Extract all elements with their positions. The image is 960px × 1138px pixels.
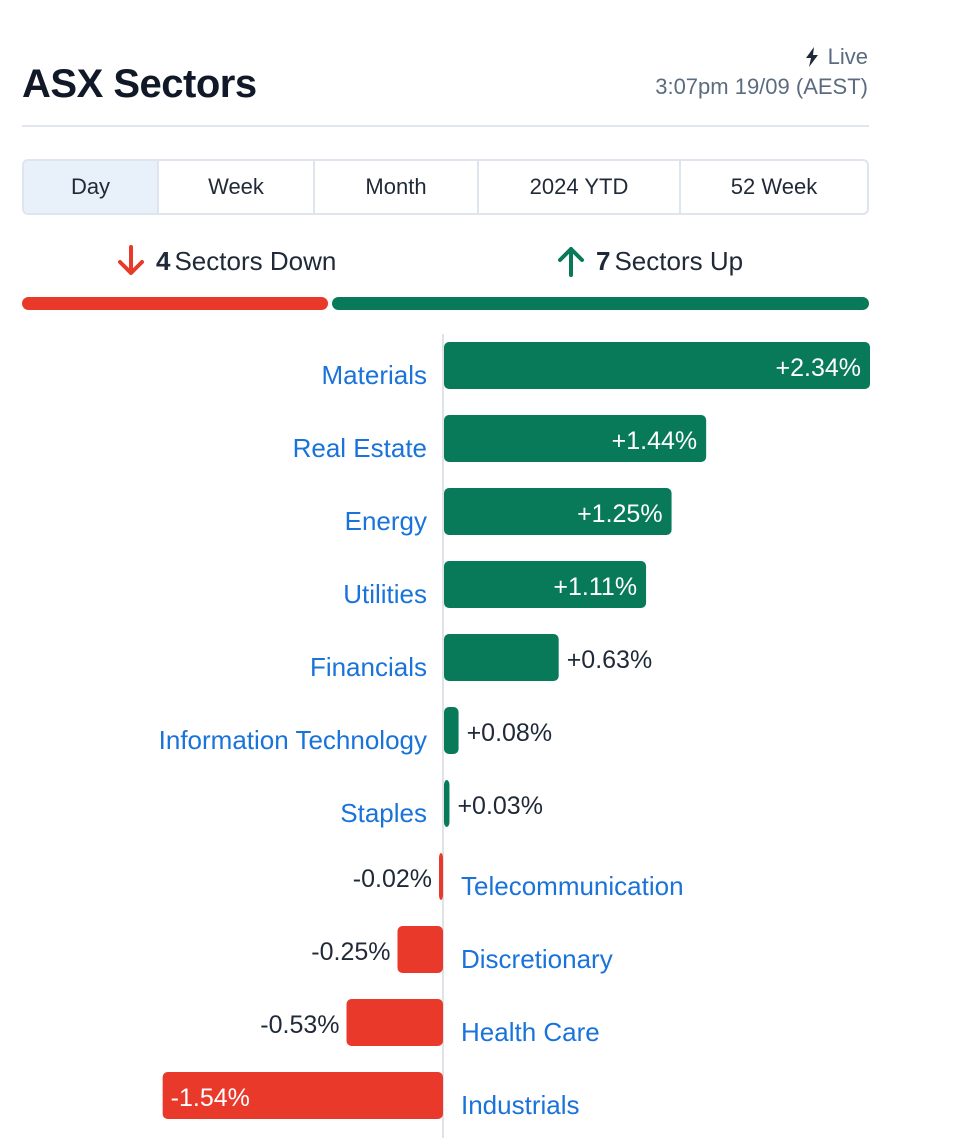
arrow-down-icon bbox=[118, 245, 144, 275]
up-ratio-bar bbox=[332, 297, 869, 310]
tab-day[interactable]: Day bbox=[24, 161, 159, 213]
value-label-real-estate: +1.44% bbox=[612, 427, 698, 455]
bar-health-care[interactable] bbox=[346, 999, 443, 1046]
period-tabs: Day Week Month 2024 YTD 52 Week bbox=[22, 159, 869, 215]
bar-utilities[interactable] bbox=[444, 561, 647, 608]
live-label: Live bbox=[827, 44, 868, 69]
bar-materials[interactable] bbox=[444, 342, 870, 389]
sector-label-energy[interactable]: Energy bbox=[345, 506, 427, 536]
sector-label-materials[interactable]: Materials bbox=[322, 360, 427, 390]
sector-label-industrials[interactable]: Industrials bbox=[461, 1090, 580, 1120]
bar-discretionary[interactable] bbox=[397, 926, 443, 973]
sector-label-telecommunication[interactable]: Telecommunication bbox=[461, 871, 684, 901]
header-divider bbox=[22, 125, 869, 127]
page-title: ASX Sectors bbox=[22, 62, 257, 106]
bar-information-technology[interactable] bbox=[444, 707, 459, 754]
tab-52-week[interactable]: 52 Week bbox=[730, 174, 818, 199]
bar-financials[interactable] bbox=[444, 634, 559, 681]
sector-label-health-care[interactable]: Health Care bbox=[461, 1017, 600, 1047]
sectors-down-count: 4 bbox=[156, 245, 171, 276]
value-label-financials: +0.63% bbox=[567, 646, 653, 674]
bar-telecommunication[interactable] bbox=[439, 853, 443, 900]
value-label-energy: +1.25% bbox=[577, 500, 663, 528]
sector-label-discretionary[interactable]: Discretionary bbox=[461, 944, 613, 974]
bar-energy[interactable] bbox=[444, 488, 672, 535]
bar-industrials[interactable] bbox=[162, 1072, 443, 1119]
sectors-up-summary: 7 Sectors Up bbox=[556, 245, 743, 277]
sector-label-staples[interactable]: Staples bbox=[340, 798, 427, 828]
tab-2024-ytd[interactable]: 2024 YTD bbox=[479, 161, 681, 213]
value-label-information-technology: +0.08% bbox=[467, 719, 552, 747]
bar-staples[interactable] bbox=[444, 780, 450, 827]
sector-label-utilities[interactable]: Utilities bbox=[343, 579, 427, 609]
value-label-staples: +0.03% bbox=[457, 792, 543, 820]
live-indicator: Live bbox=[804, 44, 868, 70]
arrow-up-icon bbox=[558, 247, 584, 277]
bar-real-estate[interactable] bbox=[444, 415, 707, 462]
sector-label-financials[interactable]: Financials bbox=[310, 652, 427, 682]
sector-label-real-estate[interactable]: Real Estate bbox=[293, 433, 427, 463]
sectors-down-text: Sectors Down bbox=[174, 245, 337, 276]
timestamp: 3:07pm 19/09 (AEST) bbox=[655, 74, 868, 99]
down-ratio-bar bbox=[22, 297, 328, 310]
sectors-up-count: 7 bbox=[596, 245, 611, 276]
lightning-icon bbox=[805, 47, 818, 67]
sectors-down-summary: 4 Sectors Down bbox=[116, 245, 336, 277]
value-label-discretionary: -0.25% bbox=[311, 938, 390, 966]
tab-month[interactable]: Month bbox=[315, 161, 479, 213]
sectors-up-text: Sectors Up bbox=[614, 245, 744, 276]
sector-label-information-technology[interactable]: Information Technology bbox=[159, 725, 427, 755]
value-label-industrials: -1.54% bbox=[171, 1084, 250, 1112]
value-label-health-care: -0.53% bbox=[260, 1011, 339, 1039]
value-label-utilities: +1.11% bbox=[553, 573, 637, 601]
sector-bar-chart: Materials +2.34% Real Estate +1.44% Energy +1… bbox=[159, 334, 870, 1138]
value-label-materials: +2.34% bbox=[776, 354, 862, 382]
value-label-telecommunication: -0.02% bbox=[353, 865, 432, 893]
tab-week[interactable]: Week bbox=[159, 161, 315, 213]
